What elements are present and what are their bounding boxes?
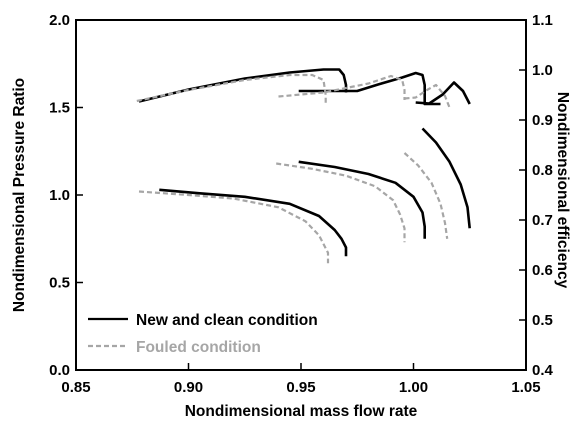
legend-label-new: New and clean condition — [136, 312, 318, 329]
ticks-layer — [75, 19, 527, 371]
x-tick-label: 1.05 — [511, 379, 540, 396]
x-tick-label: 0.85 — [61, 379, 90, 396]
y-right-tick-label: 1.0 — [532, 62, 553, 79]
y-left-tick-label: 1.0 — [49, 187, 70, 204]
y-right-tick-label: 1.1 — [532, 12, 553, 29]
y-left-tick-label: 0.5 — [49, 275, 70, 292]
curve-new-right-2 — [415, 81, 471, 105]
curve-fouled-right-2 — [404, 83, 451, 108]
y-left-axis-title: Nondimensional Pressure Ratio — [11, 78, 28, 312]
y-right-tick-label: 0.6 — [532, 262, 553, 279]
y-left-tick-label: 1.5 — [49, 100, 70, 117]
curve-fouled-left-0 — [138, 190, 330, 264]
legend: New and clean condition Fouled condition — [88, 312, 318, 356]
y-left-tick-label: 0.0 — [49, 362, 70, 379]
x-tick-label: 1.00 — [399, 379, 428, 396]
y-right-tick-label: 0.9 — [532, 112, 553, 129]
curve-new-left-0 — [159, 188, 348, 257]
curve-fouled-left-1 — [276, 162, 406, 243]
y-right-tick-label: 0.7 — [532, 212, 553, 229]
curve-new-right-0 — [138, 68, 348, 103]
curves-layer — [136, 68, 471, 264]
curve-fouled-left-2 — [403, 152, 449, 239]
y-right-tick-label: 0.8 — [532, 162, 553, 179]
curve-new-left-1 — [298, 160, 427, 239]
y-right-tick-label: 0.5 — [532, 312, 553, 329]
curve-new-left-2 — [421, 127, 471, 229]
x-axis-title: Nondimensional mass flow rate — [185, 403, 418, 420]
y-right-tick-label: 0.4 — [532, 362, 554, 379]
legend-label-fouled: Fouled condition — [136, 339, 261, 356]
x-tick-label: 0.90 — [174, 379, 203, 396]
y-right-axis-title: Nondimensional efficiency — [554, 92, 571, 289]
y-left-tick-label: 2.0 — [49, 12, 70, 29]
x-tick-label: 0.95 — [286, 379, 315, 396]
tick-labels-layer: 0.85 0.90 0.95 1.00 1.05 0.0 0.5 1.0 1.5 2.0 0.4 0.… — [49, 12, 553, 396]
curve-fouled-right-0 — [136, 73, 327, 105]
curve-fouled-right-1 — [278, 74, 406, 100]
curve-new-right-1 — [298, 71, 441, 106]
